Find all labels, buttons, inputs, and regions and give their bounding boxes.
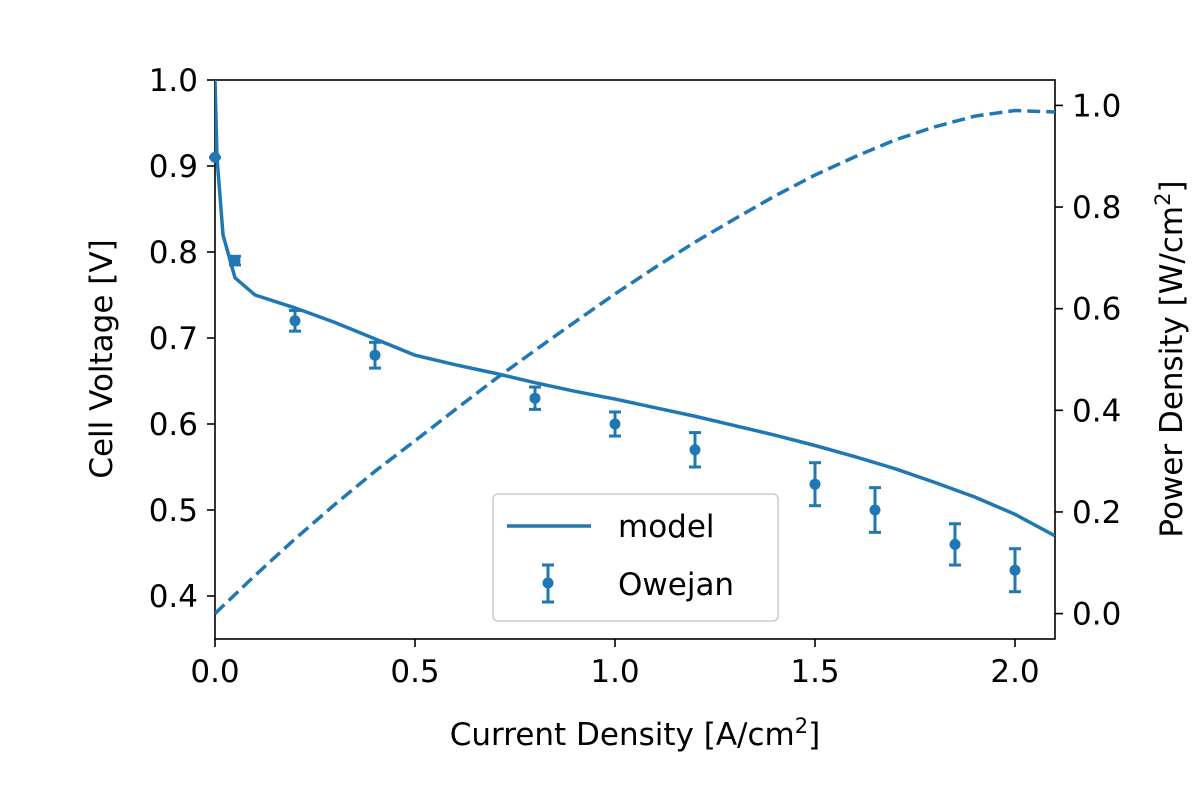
owejan-point xyxy=(209,151,221,163)
data-marker xyxy=(689,444,701,456)
y-tick-label: 0.9 xyxy=(149,149,198,185)
legend: model Owejan xyxy=(492,493,779,622)
x-axis-label-end: ] xyxy=(808,717,820,753)
model-line xyxy=(215,79,1055,538)
y2-tick-label: 1.0 xyxy=(1072,88,1121,124)
y2-tick-label: 0.0 xyxy=(1072,597,1121,633)
x-axis-label-superscript: 2 xyxy=(795,714,808,738)
data-marker xyxy=(229,255,241,267)
y2-axis-label-superscript: 2 xyxy=(1151,193,1175,206)
data-marker xyxy=(809,478,821,490)
data-marker xyxy=(289,315,301,327)
y2-axis-label-end: ] xyxy=(1154,180,1190,192)
data-marker xyxy=(369,349,381,361)
y-tick-label: 0.5 xyxy=(149,493,198,529)
y-axis-label: Cell Voltage [V] xyxy=(84,239,120,478)
x-tick-label: 1.0 xyxy=(590,654,639,690)
owejan-point xyxy=(689,431,701,469)
x-axis-ticks: 0.0 0.5 1.0 1.5 2.0 xyxy=(190,639,1040,690)
data-marker xyxy=(529,392,541,404)
legend-owejan-label: Owejan xyxy=(618,567,734,603)
legend-owejan-swatch xyxy=(542,563,554,604)
y-tick-label: 1.0 xyxy=(149,63,198,99)
y2-tick-label: 0.4 xyxy=(1072,393,1121,429)
y-tick-label: 0.7 xyxy=(149,321,198,357)
x-axis-label: Current Density [A/cm2] xyxy=(450,714,820,753)
owejan-point xyxy=(949,522,961,567)
owejan-point xyxy=(809,461,821,508)
y-tick-label: 0.8 xyxy=(149,235,198,271)
owejan-point xyxy=(1009,547,1021,594)
owejan-point xyxy=(229,254,241,267)
power-density-line xyxy=(215,108,1055,615)
x-tick-label: 1.5 xyxy=(790,654,839,690)
y-axis-ticks: 0.4 0.5 0.6 0.7 0.8 0.9 1.0 xyxy=(149,63,215,615)
data-marker xyxy=(609,418,621,430)
x-tick-label: 0.5 xyxy=(390,654,439,690)
data-marker xyxy=(869,504,881,516)
y2-tick-label: 0.8 xyxy=(1072,190,1121,226)
y2-tick-label: 0.6 xyxy=(1072,292,1121,328)
series-layer xyxy=(209,79,1055,615)
x-tick-label: 0.0 xyxy=(190,654,239,690)
y2-axis-label: Power Density [W/cm2] xyxy=(1151,180,1190,537)
y2-axis-ticks: 0.0 0.2 0.4 0.6 0.8 1.0 xyxy=(1055,88,1121,633)
owejan-point xyxy=(369,340,381,370)
owejan-point xyxy=(529,385,541,411)
legend-model-label: model xyxy=(618,509,715,545)
data-marker xyxy=(209,151,221,163)
y-tick-label: 0.6 xyxy=(149,407,198,443)
owejan-point xyxy=(289,308,301,333)
data-marker xyxy=(1009,564,1021,576)
x-tick-label: 2.0 xyxy=(990,654,1039,690)
owejan-point xyxy=(869,486,881,534)
y-tick-label: 0.4 xyxy=(149,579,198,615)
data-marker xyxy=(949,538,961,550)
owejan-point xyxy=(609,410,621,438)
y2-tick-label: 0.2 xyxy=(1072,495,1121,531)
